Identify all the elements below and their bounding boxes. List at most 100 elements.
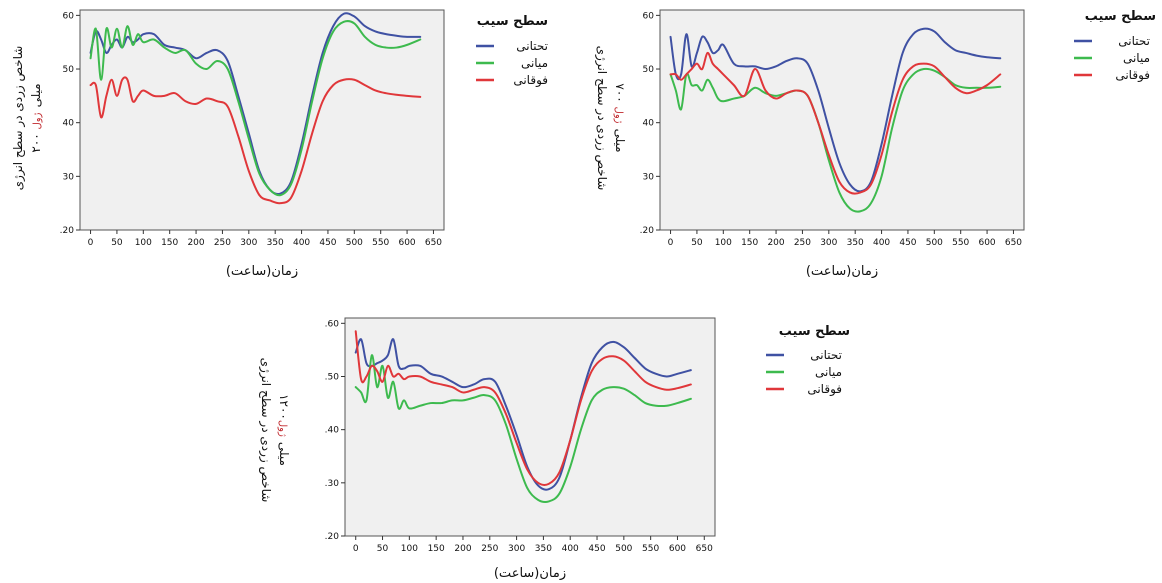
x-tick-label: 200 [454,544,471,554]
x-axis-label: زمان(ساعت) [494,566,566,581]
legend-label-bottom: تحتانی [810,348,842,362]
x-tick-label: 100 [401,544,418,554]
series-lines [669,27,1002,213]
y-tick-label: 50 [63,65,75,75]
x-tick-label: 650 [696,544,713,554]
x-tick-label: 50 [377,544,389,554]
legend-label-bottom: تحتانی [1118,34,1150,48]
y-axis-sublabel: ۱۲۰۰میلی ژول [276,394,295,466]
x-tick-label: 0 [668,238,674,248]
legend-title: سطح سیب [1085,9,1156,24]
x-tick-label: 500 [615,544,632,554]
series-line-middle [354,354,692,503]
y-tick-label: 50 [643,65,655,75]
x-tick-label: 600 [978,238,995,248]
x-tick-label: 250 [481,544,498,554]
y-ticks: .20 30 40 50 60 [640,11,660,236]
y-axis-sublabel: ۲۰۰ میلی ژول [25,83,44,152]
x-tick-label: 350 [267,238,284,248]
x-tick-label: 150 [741,238,758,248]
y-tick-label: 40 [63,119,75,129]
legend: سطح سیب تحتانی میانی فوقانی [476,14,548,88]
legend-label-middle: میانی [815,365,842,379]
x-tick-label: 450 [588,544,605,554]
y-ticks: .20 30 40 50 60 [60,11,80,236]
series-line-middle [89,20,422,197]
x-tick-label: 450 [319,238,336,248]
plot-area [344,317,716,537]
y-tick-label: .60 [325,319,340,329]
y-tick-label: 60 [643,11,655,21]
legend-label-bottom: تحتانی [516,39,548,53]
y-axis-label: شاخص زردی در سطح انرژی [11,46,26,191]
series-lines [89,12,422,205]
x-tick-label: 350 [847,238,864,248]
x-axis-label: زمان(ساعت) [226,264,298,279]
y-axis-unit: ژول [277,420,288,437]
x-tick-label: 250 [794,238,811,248]
y-tick-label: 60 [63,11,75,21]
x-tick-label: 150 [428,544,445,554]
x-tick-label: 550 [952,238,969,248]
x-tick-label: 650 [425,238,442,248]
x-tick-label: 0 [353,544,359,554]
legend-label-top: فوقانی [1115,68,1150,83]
y-tick-label: 30 [643,172,655,182]
x-tick-label: 300 [820,238,837,248]
y-axis-label: شاخص زردی در سطح انرژی [594,46,609,191]
chart-1200: 0 50 100 150 200 250 300 350 400 450 500 550 600 650 … [258,317,850,581]
legend: سطح سیب تحتانی میانی فوقانی [766,324,850,397]
x-tick-label: 500 [926,238,943,248]
y-tick-label: .40 [325,426,340,436]
series-line-bottom [669,27,1002,193]
legend-label-middle: میانی [521,56,548,70]
x-tick-label: 50 [691,238,703,248]
series-line-top [669,51,1002,195]
y-tick-label: .20 [640,226,655,236]
x-ticks: 0 50 100 150 200 250 300 350 400 450 500 550 600 650 [668,230,1022,248]
x-tick-label: 600 [398,238,415,248]
x-tick-label: 200 [187,238,204,248]
x-tick-label: 550 [372,238,389,248]
legend: سطح سیب تحتانی میانی فوقانی [1074,9,1156,83]
x-tick-label: 350 [535,544,552,554]
x-tick-label: 400 [562,544,579,554]
x-tick-label: 200 [767,238,784,248]
x-tick-label: 550 [642,544,659,554]
x-ticks: 0 50 100 150 200 250 300 350 400 450 500 550 600 650 [353,536,713,554]
y-ticks: .20 .30 .40 .50 .60 [325,319,345,542]
x-tick-label: 400 [873,238,890,248]
y-tick-label: .50 [325,372,340,382]
y-tick-label: 40 [643,119,655,129]
y-axis-sublabel: ۷۰۰ میلی ژول [612,83,631,152]
y-tick-label: 30 [63,172,75,182]
series-line-bottom [354,338,692,491]
x-tick-label: 650 [1005,238,1022,248]
x-tick-label: 100 [135,238,152,248]
x-tick-label: 400 [293,238,310,248]
x-tick-label: 600 [669,544,686,554]
x-tick-label: 450 [899,238,916,248]
chart-700: 0 50 100 150 200 250 300 350 400 450 500 550 600 650 … [594,9,1156,279]
y-axis-unit: ژول [32,112,43,129]
series-lines [354,330,692,503]
legend-label-top: فوقانی [513,73,548,88]
y-tick-label: .20 [60,226,75,236]
legend-title: سطح سیب [779,324,850,339]
y-axis-unit: ژول [613,107,624,124]
x-axis-label: زمان(ساعت) [806,264,878,279]
legend-label-top: فوقانی [807,382,842,397]
x-tick-label: 300 [508,544,525,554]
x-tick-label: 300 [240,238,257,248]
x-tick-label: 500 [346,238,363,248]
x-tick-label: 0 [88,238,94,248]
chart-200: 0 50 100 150 200 250 300 350 400 450 500 550 600 650 … [11,9,548,279]
series-line-top [89,76,422,205]
y-tick-label: .20 [325,532,340,542]
series-line-top [354,330,692,486]
y-tick-label: .30 [325,479,340,489]
legend-label-middle: میانی [1123,51,1150,65]
x-ticks: 0 50 100 150 200 250 300 350 400 450 500 550 600 650 [88,230,442,248]
legend-title: سطح سیب [477,14,548,29]
